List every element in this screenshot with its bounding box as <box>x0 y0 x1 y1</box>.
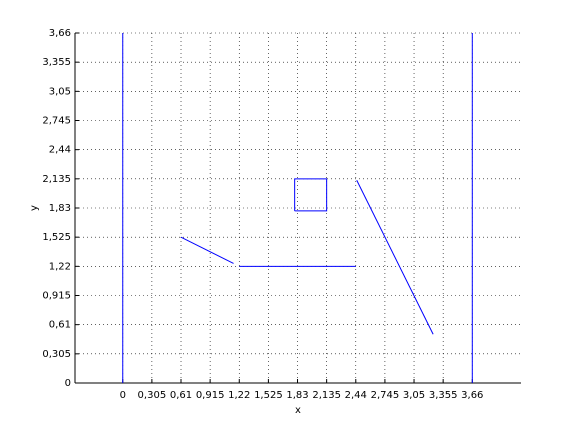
y-axis-label: y <box>29 205 40 211</box>
y-tick-label: 3,05 <box>49 86 71 97</box>
x-tick-label: 2,44 <box>345 390 367 401</box>
y-tick-label: 3,355 <box>42 57 71 68</box>
x-tick-label: 0,915 <box>196 390 225 401</box>
y-tick-label: 3,66 <box>49 28 71 39</box>
y-tick-label: 0 <box>65 378 71 389</box>
y-tick-label: 2,745 <box>42 116 71 127</box>
x-tick-label: 2,745 <box>371 390 400 401</box>
x-tick-label: 0,305 <box>138 390 167 401</box>
y-tick-label: 1,22 <box>49 261 71 272</box>
x-tick-label: 1,83 <box>286 390 308 401</box>
y-tick-label: 1,525 <box>42 232 71 243</box>
data-line <box>180 236 234 264</box>
data-line <box>356 180 434 335</box>
x-tick-label: 3,05 <box>403 390 425 401</box>
x-tick-label: 0 <box>120 390 126 401</box>
y-tick-label: 1,83 <box>49 203 71 214</box>
data-line <box>294 178 328 212</box>
x-axis-label: x <box>295 405 301 416</box>
x-tick-label: 3,66 <box>461 390 483 401</box>
y-tick-label: 2,135 <box>42 174 71 185</box>
x-tick-label: 1,22 <box>228 390 250 401</box>
x-tick-label: 2,135 <box>312 390 341 401</box>
y-tick-label: 0,61 <box>49 320 71 331</box>
y-tick-label: 0,305 <box>42 349 71 360</box>
y-tick-label: 0,915 <box>42 291 71 302</box>
x-tick-label: 3,355 <box>429 390 458 401</box>
x-tick-label: 0,61 <box>170 390 192 401</box>
x-tick-label: 1,525 <box>254 390 283 401</box>
y-tick-label: 2,44 <box>49 145 71 156</box>
